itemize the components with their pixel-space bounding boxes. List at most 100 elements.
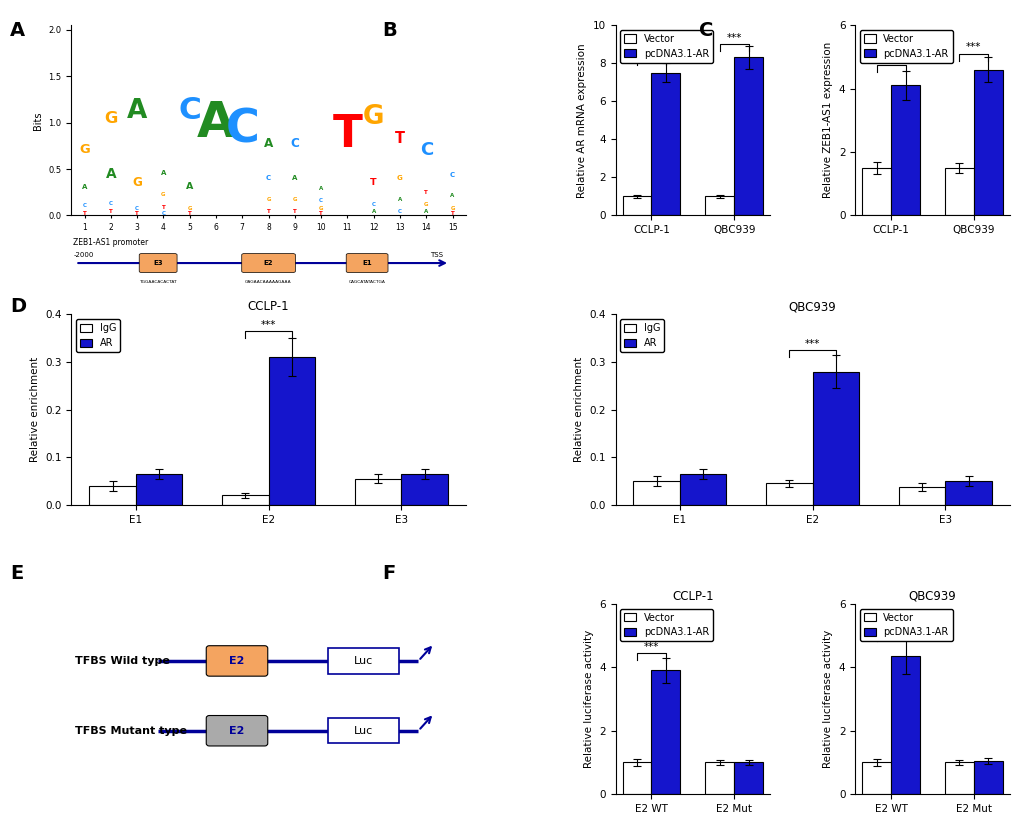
Text: C: C: [397, 209, 401, 214]
Text: F: F: [382, 564, 395, 584]
Title: CCLP-1: CCLP-1: [248, 300, 289, 314]
Text: C: C: [419, 141, 432, 160]
Text: G: G: [79, 143, 90, 156]
FancyBboxPatch shape: [206, 716, 268, 746]
Bar: [973, 761, 1002, 794]
Text: A: A: [126, 98, 147, 124]
FancyBboxPatch shape: [327, 718, 398, 743]
Text: T: T: [332, 113, 362, 155]
Legend: Vector, pcDNA3.1-AR: Vector, pcDNA3.1-AR: [620, 30, 712, 63]
Title: QBC939: QBC939: [908, 589, 956, 603]
Bar: [355, 479, 400, 505]
Title: QBC939: QBC939: [788, 300, 836, 314]
Text: C: C: [135, 206, 139, 211]
Text: G: G: [396, 176, 403, 181]
Bar: [651, 73, 680, 216]
Text: A: A: [82, 184, 88, 190]
Text: A: A: [185, 182, 194, 191]
Bar: [812, 371, 858, 505]
Bar: [734, 58, 762, 216]
Text: G: G: [449, 206, 454, 211]
Text: C: C: [371, 201, 375, 206]
Text: ***: ***: [726, 33, 741, 43]
Text: A: A: [10, 21, 25, 40]
Y-axis label: Relative enrichment: Relative enrichment: [573, 357, 583, 462]
Legend: Vector, pcDNA3.1-AR: Vector, pcDNA3.1-AR: [620, 609, 712, 641]
Bar: [704, 196, 734, 216]
Text: G: G: [161, 191, 165, 196]
Text: G: G: [319, 206, 323, 211]
Text: Luc: Luc: [354, 726, 372, 736]
Y-axis label: Relative luciferase activity: Relative luciferase activity: [583, 630, 593, 768]
Bar: [944, 762, 973, 794]
Text: T: T: [161, 205, 165, 210]
Bar: [136, 474, 182, 505]
Bar: [861, 762, 891, 794]
Text: E2: E2: [229, 656, 245, 666]
Text: C: C: [161, 212, 165, 216]
Text: G: G: [292, 197, 297, 202]
Text: T: T: [187, 212, 192, 216]
Text: C: C: [225, 107, 259, 152]
Legend: IgG, AR: IgG, AR: [76, 319, 120, 352]
Text: ***: ***: [643, 641, 658, 651]
Legend: Vector, pcDNA3.1-AR: Vector, pcDNA3.1-AR: [859, 609, 952, 641]
Bar: [704, 762, 734, 794]
Text: C: C: [319, 198, 323, 203]
Text: ***: ***: [882, 623, 898, 633]
FancyBboxPatch shape: [206, 645, 268, 676]
Bar: [973, 69, 1002, 216]
Text: T: T: [136, 212, 139, 216]
Bar: [891, 85, 919, 216]
Text: C: C: [449, 171, 454, 177]
Bar: [268, 357, 315, 505]
Bar: [90, 486, 136, 505]
Bar: [861, 168, 891, 216]
Text: ***: ***: [261, 319, 276, 329]
Text: T: T: [292, 209, 297, 214]
Text: D: D: [10, 297, 26, 316]
Text: A: A: [105, 167, 116, 181]
Text: T: T: [370, 178, 377, 187]
Title: CCLP-1: CCLP-1: [672, 589, 713, 603]
Text: C: C: [266, 176, 271, 181]
Bar: [765, 483, 812, 505]
Text: G: G: [132, 176, 142, 189]
Bar: [680, 474, 726, 505]
Legend: Vector, pcDNA3.1-AR: Vector, pcDNA3.1-AR: [859, 30, 952, 63]
Text: G: G: [266, 197, 270, 202]
Text: T: T: [450, 212, 454, 216]
Y-axis label: Relative luciferase activity: Relative luciferase activity: [822, 630, 833, 768]
Bar: [734, 762, 762, 794]
Bar: [651, 670, 680, 794]
Text: G: G: [424, 201, 428, 206]
Text: C: C: [83, 203, 87, 207]
Text: TFBS Mutant type: TFBS Mutant type: [75, 726, 187, 736]
Text: A: A: [371, 209, 375, 214]
Legend: IgG, AR: IgG, AR: [620, 319, 663, 352]
Text: ***: ***: [804, 339, 819, 349]
Bar: [400, 474, 447, 505]
Text: E2: E2: [229, 726, 245, 736]
Text: A: A: [161, 170, 166, 176]
Y-axis label: Relative AR mRNA expression: Relative AR mRNA expression: [577, 43, 587, 197]
Text: E: E: [10, 564, 23, 584]
Bar: [222, 495, 268, 505]
Bar: [633, 481, 680, 505]
Y-axis label: Relative enrichment: Relative enrichment: [30, 357, 40, 462]
Text: Luc: Luc: [354, 656, 372, 666]
Text: A: A: [291, 176, 298, 181]
Text: T: T: [83, 211, 87, 216]
Bar: [944, 168, 973, 216]
Bar: [891, 656, 919, 794]
Text: A: A: [197, 99, 235, 146]
Text: T: T: [394, 131, 405, 145]
Text: A: A: [424, 209, 428, 214]
Bar: [898, 487, 945, 505]
Y-axis label: Bits: Bits: [33, 111, 43, 130]
Text: C: C: [698, 21, 712, 40]
Bar: [945, 481, 990, 505]
Text: A: A: [319, 186, 323, 191]
Text: ***: ***: [882, 54, 898, 64]
FancyBboxPatch shape: [327, 648, 398, 674]
